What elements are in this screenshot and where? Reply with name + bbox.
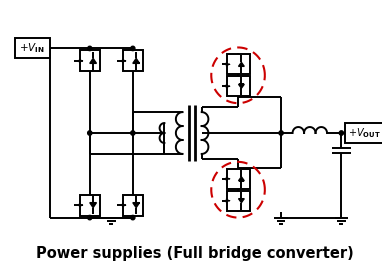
Bar [345, 123, 383, 143]
Bar [227, 169, 250, 189]
Polygon shape [133, 203, 140, 208]
Polygon shape [133, 58, 140, 63]
Text: $+V_{\mathregular{IN}}$: $+V_{\mathregular{IN}}$ [20, 42, 45, 55]
Polygon shape [239, 199, 244, 203]
Bar [123, 50, 143, 71]
Circle shape [279, 131, 283, 135]
Bar [123, 195, 143, 215]
Circle shape [131, 131, 135, 135]
Text: $+V_{\mathregular{OUT}}$: $+V_{\mathregular{OUT}}$ [348, 126, 381, 140]
Circle shape [88, 131, 92, 135]
Circle shape [88, 46, 92, 51]
Polygon shape [239, 177, 244, 181]
Bar [80, 195, 100, 215]
Polygon shape [90, 58, 96, 63]
Bar [15, 39, 50, 58]
Polygon shape [239, 84, 244, 88]
Polygon shape [90, 203, 96, 208]
Bar [80, 50, 100, 71]
Bar [227, 55, 250, 74]
Bar [227, 191, 250, 211]
Text: Power supplies (Full bridge converter): Power supplies (Full bridge converter) [36, 246, 354, 261]
Bar [227, 76, 250, 96]
Circle shape [339, 131, 344, 135]
Polygon shape [239, 62, 244, 66]
Circle shape [88, 215, 92, 220]
Circle shape [131, 46, 135, 51]
Circle shape [131, 215, 135, 220]
